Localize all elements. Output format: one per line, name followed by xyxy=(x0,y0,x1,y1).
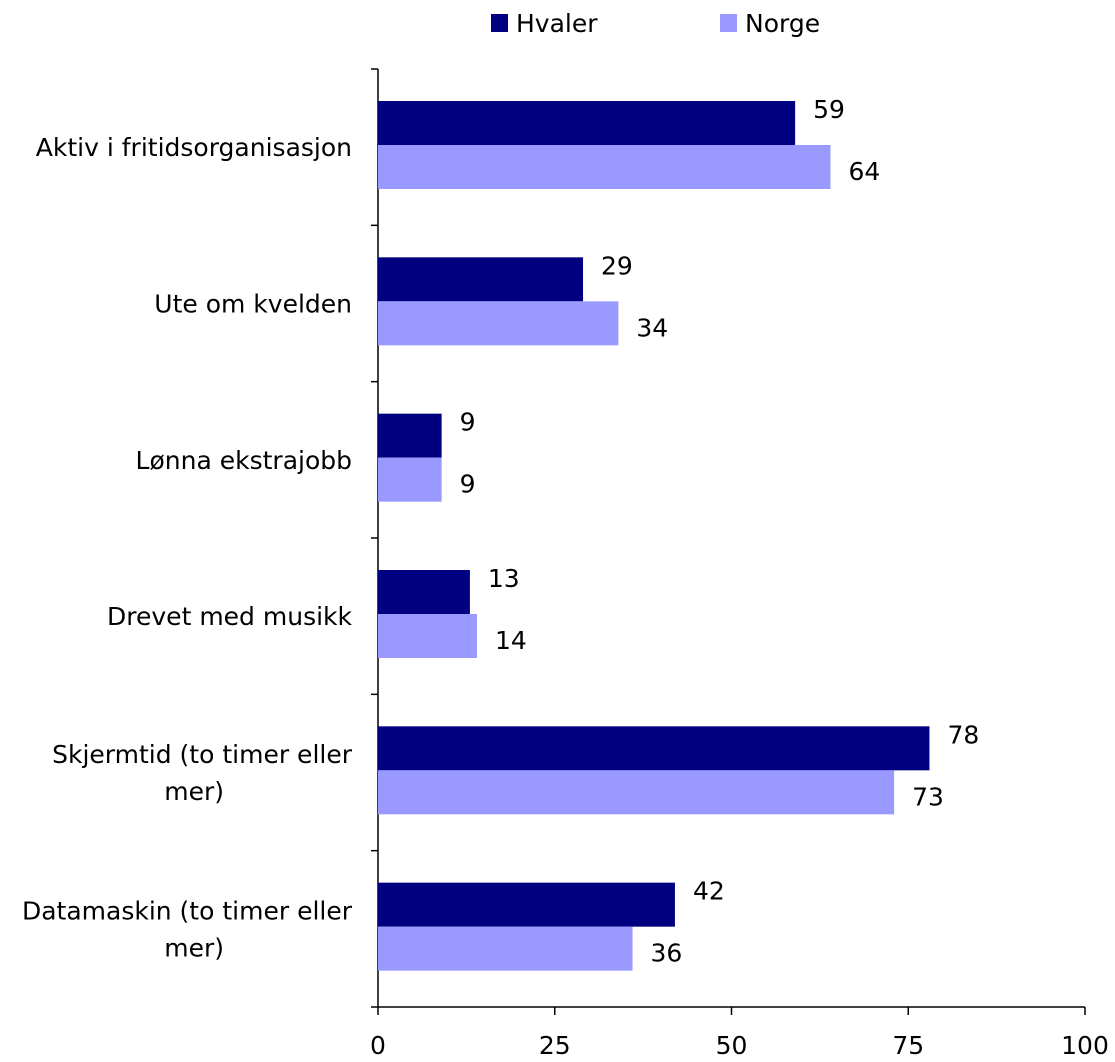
data-labels: 59 64 29 34 9 9 13 14 78 73 42 36 xyxy=(460,95,980,968)
x-tick-label: 0 xyxy=(370,1031,386,1060)
data-label-norge: 64 xyxy=(848,157,880,186)
bar-norge xyxy=(378,770,895,815)
category-labels: Aktiv i fritidsorganisasjon Ute om kvelde… xyxy=(22,133,353,962)
data-label-norge: 14 xyxy=(495,626,527,655)
bar-hvaler xyxy=(378,570,470,614)
bar-norge xyxy=(378,145,831,189)
axes xyxy=(371,68,1086,1015)
data-label-hvaler: 9 xyxy=(460,408,476,437)
legend-label-hvaler: Hvaler xyxy=(516,9,598,38)
category-label: Skjermtid (to timer eller xyxy=(52,740,353,769)
data-label-hvaler: 13 xyxy=(488,564,520,593)
x-tick-label: 75 xyxy=(892,1031,924,1060)
bar-norge xyxy=(378,301,619,346)
category-label: mer) xyxy=(164,777,224,806)
category-label: Drevet med musikk xyxy=(107,602,352,631)
x-tick-labels: 0 25 50 75 100 xyxy=(370,1031,1109,1060)
data-label-norge: 9 xyxy=(460,470,476,499)
legend: Hvaler Norge xyxy=(491,9,820,38)
data-label-hvaler: 42 xyxy=(693,877,725,906)
bar-hvaler xyxy=(378,413,442,458)
bar-norge xyxy=(378,926,633,971)
legend-swatch-hvaler xyxy=(491,14,508,32)
category-label: Aktiv i fritidsorganisasjon xyxy=(36,133,352,162)
data-label-norge: 73 xyxy=(912,782,944,811)
legend-label-norge: Norge xyxy=(745,9,820,38)
x-tick-label: 50 xyxy=(716,1031,748,1060)
bar-norge xyxy=(378,614,477,658)
category-label: Lønna ekstrajobb xyxy=(136,446,352,475)
x-tick-label: 25 xyxy=(539,1031,571,1060)
bar-hvaler xyxy=(378,726,930,771)
data-label-norge: 36 xyxy=(651,939,683,968)
legend-swatch-norge xyxy=(720,14,737,32)
bar-hvaler xyxy=(378,101,796,145)
bar-hvaler xyxy=(378,882,675,927)
data-label-norge: 34 xyxy=(636,313,668,342)
bars xyxy=(378,101,930,971)
x-tick-label: 100 xyxy=(1061,1031,1109,1060)
category-label: Ute om kvelden xyxy=(154,290,352,319)
category-label: Datamaskin (to timer eller xyxy=(22,896,353,925)
data-label-hvaler: 78 xyxy=(947,720,979,749)
data-label-hvaler: 29 xyxy=(601,251,633,280)
category-label: mer) xyxy=(164,933,224,962)
bar-hvaler xyxy=(378,257,584,302)
data-label-hvaler: 59 xyxy=(813,95,845,124)
bar-norge xyxy=(378,457,442,502)
